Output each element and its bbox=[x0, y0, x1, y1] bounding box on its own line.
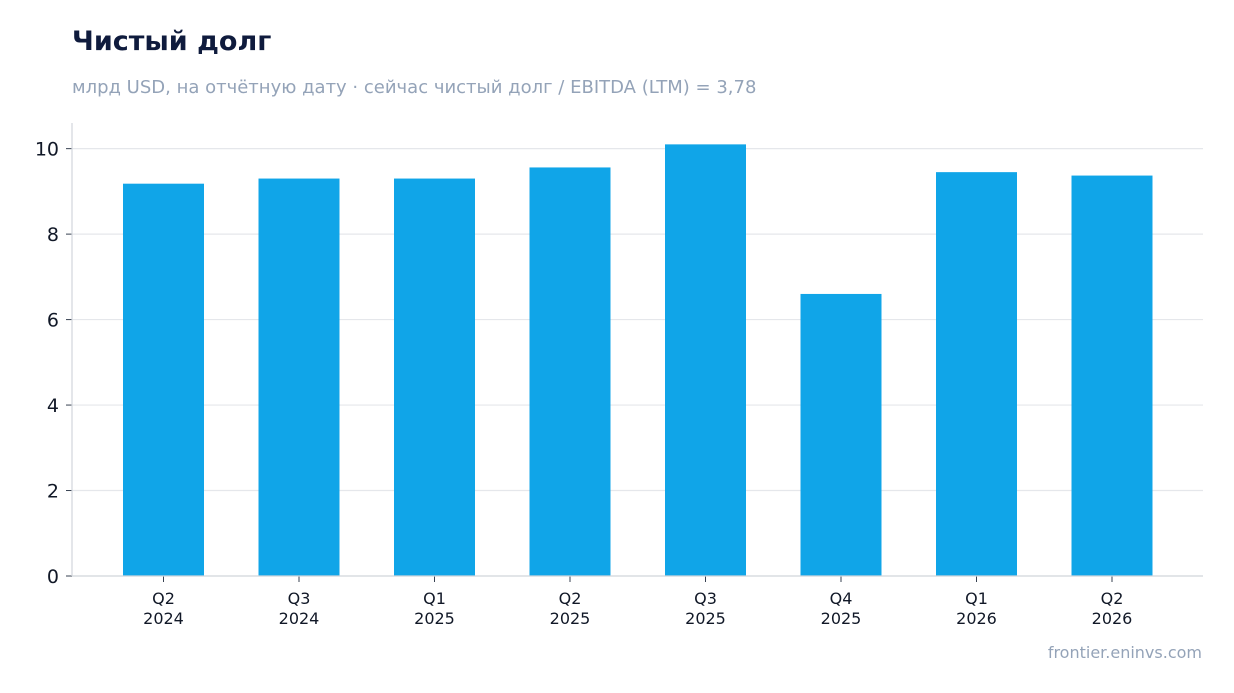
chart-title: Чистый долг bbox=[72, 26, 272, 57]
grid-lines bbox=[72, 148, 1203, 492]
x-tick-label: Q3 2025 bbox=[685, 589, 726, 628]
bar bbox=[665, 144, 746, 576]
bar bbox=[936, 172, 1017, 576]
axes bbox=[66, 123, 1203, 582]
bar bbox=[258, 178, 340, 576]
y-tick-labels: 0 2 4 6 8 10 bbox=[35, 139, 59, 588]
chart-subtitle: млрд USD, на отчётную дату · сейчас чист… bbox=[72, 77, 757, 98]
x-tick-label: Q4 2025 bbox=[821, 589, 862, 628]
x-tick-label: Q2 2026 bbox=[1092, 589, 1133, 628]
y-tick-label: 10 bbox=[35, 139, 59, 161]
bar bbox=[123, 183, 204, 576]
bar bbox=[1071, 175, 1153, 576]
x-tick-label: Q1 2026 bbox=[956, 589, 997, 628]
y-tick-label: 2 bbox=[47, 481, 59, 503]
y-tick-label: 4 bbox=[47, 395, 59, 417]
x-tick-label: Q3 2024 bbox=[279, 589, 320, 628]
bar bbox=[529, 167, 611, 576]
y-tick-label: 0 bbox=[47, 566, 59, 588]
x-tick-labels: Q2 2024 Q3 2024 Q1 2025 Q2 2025 Q3 2025 Q4 2025 Q1 20… bbox=[143, 589, 1132, 628]
bar bbox=[394, 178, 475, 576]
y-tick-label: 8 bbox=[47, 224, 59, 246]
x-tick-label: Q2 2025 bbox=[550, 589, 591, 628]
x-tick-label: Q2 2024 bbox=[143, 589, 184, 628]
y-tick-label: 6 bbox=[47, 310, 59, 332]
bars bbox=[123, 144, 1153, 576]
x-tick-label: Q1 2025 bbox=[414, 589, 455, 628]
bar bbox=[800, 293, 882, 576]
source-link[interactable]: frontier.eninvs.com bbox=[1047, 643, 1202, 662]
